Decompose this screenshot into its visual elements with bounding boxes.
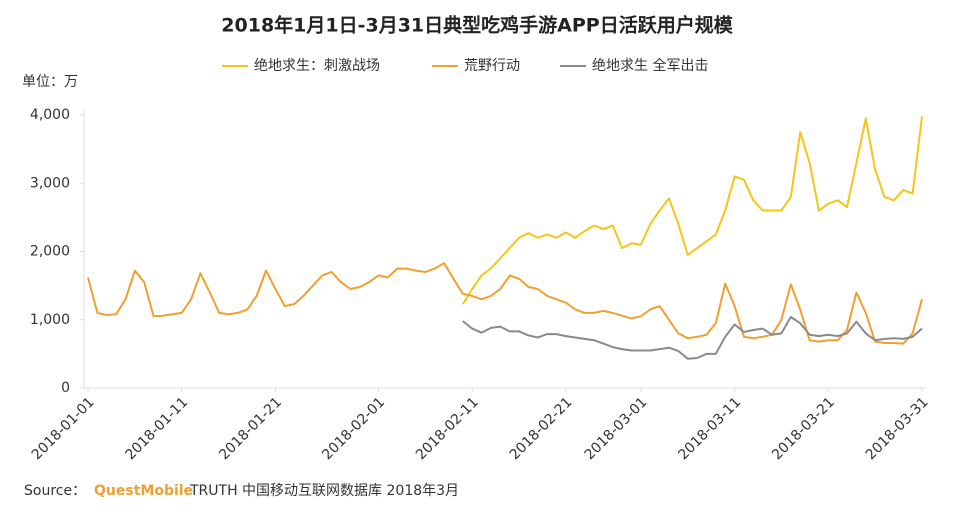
y-tick-label: 0 [61, 380, 70, 396]
x-tick-label: 2018-03-31 [863, 394, 932, 463]
source-brand: QuestMobile [94, 483, 193, 499]
source-text: TRUTH 中国移动互联网数据库 2018年3月 [189, 483, 459, 499]
x-tick-label: 2018-01-01 [29, 394, 98, 463]
chart-title: 2018年1月1日-3月31日典型吃鸡手游APP日活跃用户规模 [221, 14, 733, 37]
legend-label: 绝地求生：刺激战场 [254, 57, 380, 74]
x-tick-label: 2018-01-11 [123, 394, 192, 463]
y-tick-label: 3,000 [30, 175, 70, 191]
x-tick-label: 2018-03-01 [582, 394, 651, 463]
x-tick-label: 2018-03-11 [675, 394, 744, 463]
y-tick-label: 1,000 [30, 312, 70, 328]
y-tick-label: 2,000 [30, 244, 70, 260]
series-line [87, 262, 923, 345]
series-line [461, 116, 923, 305]
x-tick-label: 2018-02-11 [413, 394, 482, 463]
x-tick-label: 2018-02-21 [507, 394, 576, 463]
y-tick-label: 4,000 [30, 107, 70, 123]
unit-label: 单位：万 [22, 74, 78, 90]
legend-label: 荒野行动 [464, 58, 520, 74]
x-tick-label: 2018-01-21 [216, 394, 285, 463]
legend-label: 绝地求生 全军出击 [592, 57, 708, 74]
x-tick-label: 2018-02-01 [319, 394, 388, 463]
x-tick-label: 2018-03-21 [769, 394, 838, 463]
source-prefix: Source： [24, 483, 86, 499]
series-line [462, 316, 923, 360]
